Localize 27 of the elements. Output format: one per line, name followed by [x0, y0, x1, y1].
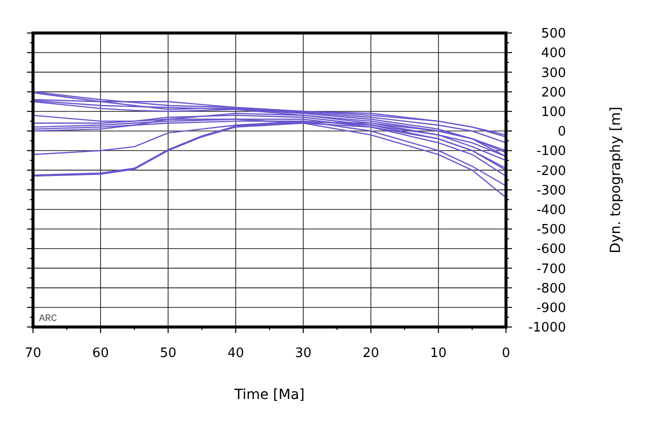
- y-tick-label: -200: [536, 164, 566, 179]
- y-tick-label: 100: [541, 104, 566, 120]
- y-axis-title: Dyn. topography [m]: [608, 106, 624, 254]
- y-tick-label: -400: [536, 202, 566, 218]
- x-tick-label: 10: [430, 346, 447, 361]
- y-tick-label: 0: [558, 124, 566, 140]
- x-tick-label: 20: [362, 346, 380, 361]
- y-tick-label: -300: [536, 183, 566, 198]
- y-tick-label: -100: [536, 144, 566, 160]
- x-tick-label: 30: [295, 346, 312, 361]
- x-tick-label: 60: [92, 346, 109, 361]
- y-tick-label: 400: [541, 46, 566, 62]
- y-tick-label: -1000: [528, 320, 566, 336]
- y-tick-label: -500: [536, 222, 566, 238]
- y-tick-label: -800: [536, 281, 566, 296]
- y-tick-label: -900: [536, 300, 566, 316]
- y-tick-label: 500: [541, 26, 566, 42]
- x-tick-label: 70: [24, 346, 42, 361]
- y-tick-label: -700: [536, 262, 566, 277]
- x-tick-label: 0: [502, 346, 510, 361]
- x-axis-title: Time [Ma]: [233, 387, 305, 403]
- y-tick-label: 200: [541, 85, 566, 100]
- y-tick-label: 300: [541, 66, 566, 81]
- x-tick-label: 50: [160, 346, 176, 361]
- x-tick-label: 40: [227, 346, 244, 361]
- y-tick-label: -600: [536, 242, 566, 258]
- annotation: ARC: [39, 314, 58, 325]
